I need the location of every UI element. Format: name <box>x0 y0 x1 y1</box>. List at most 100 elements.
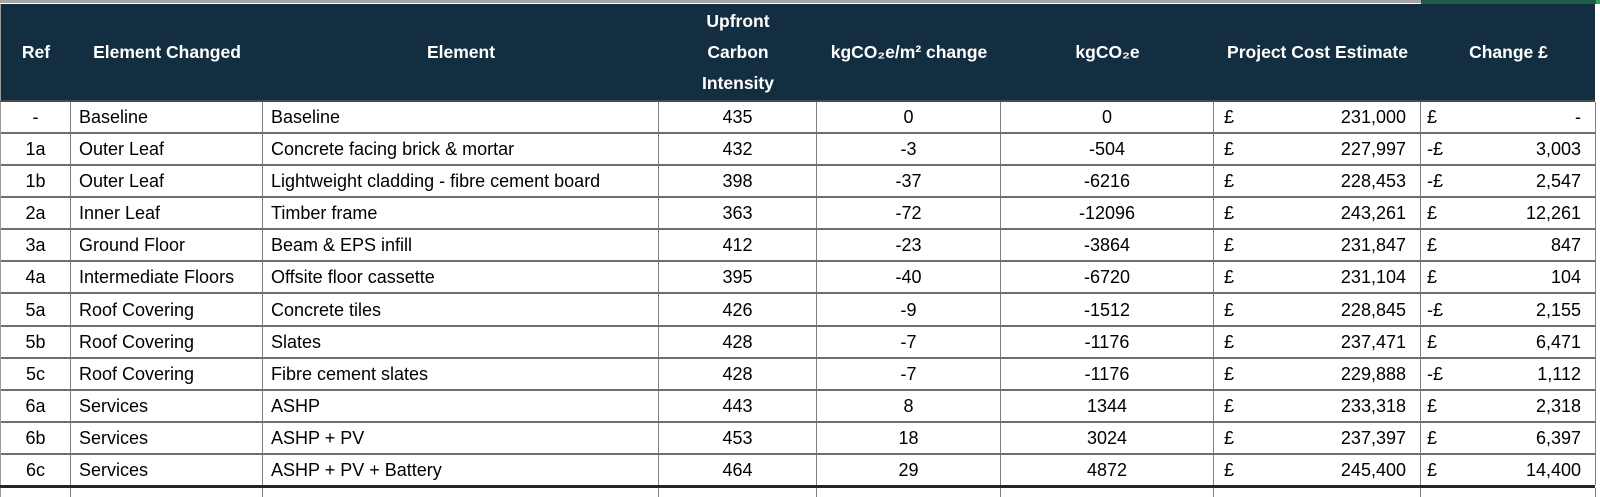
cell-project-cost-estimate[interactable]: £ 231,000 <box>1214 102 1421 133</box>
cell-project-cost-estimate[interactable]: £ 245,400 <box>1214 454 1421 485</box>
cell-change-gbp[interactable]: £ 2,318 <box>1421 390 1596 421</box>
cell-ref[interactable]: 6b <box>1 422 71 453</box>
cell-ref[interactable]: 4a <box>1 262 71 293</box>
cell-upfront-carbon-intensity[interactable]: 453 <box>659 422 817 453</box>
cell-kgco2e-per-m2-change[interactable]: -9 <box>817 294 1001 325</box>
cell-ref[interactable]: 5a <box>1 294 71 325</box>
cell-project-cost-estimate[interactable]: £ 243,261 <box>1214 198 1421 229</box>
cell-element-changed[interactable]: Services <box>71 390 263 421</box>
cell-kgco2e[interactable]: -6216 <box>1001 166 1214 197</box>
cell-ref[interactable]: 1a <box>1 134 71 165</box>
cell-element[interactable]: Offsite floor cassette <box>263 262 659 293</box>
cell-kgco2e-per-m2-change[interactable]: -37 <box>817 166 1001 197</box>
cell-upfront-carbon-intensity[interactable]: 395 <box>659 262 817 293</box>
empty-cell[interactable] <box>1214 488 1421 497</box>
header-cell-kgco2e-per-m2-change[interactable]: kgCO₂e/m² change <box>830 42 988 62</box>
cell-upfront-carbon-intensity[interactable]: 443 <box>659 390 817 421</box>
cell-upfront-carbon-intensity[interactable]: 412 <box>659 230 817 261</box>
cell-element[interactable]: Slates <box>263 326 659 357</box>
cell-change-gbp[interactable]: -£ 3,003 <box>1421 134 1596 165</box>
cell-kgco2e[interactable]: -1176 <box>1001 326 1214 357</box>
cell-element-changed[interactable]: Roof Covering <box>71 326 263 357</box>
cell-ref[interactable]: 3a <box>1 230 71 261</box>
cell-kgco2e-per-m2-change[interactable]: 0 <box>817 102 1001 133</box>
cell-element[interactable]: Concrete tiles <box>263 294 659 325</box>
header-cell-change-gbp[interactable]: Change £ <box>1469 42 1548 62</box>
cell-element[interactable]: Timber frame <box>263 198 659 229</box>
cell-kgco2e[interactable]: -6720 <box>1001 262 1214 293</box>
cell-element[interactable]: ASHP + PV + Battery <box>263 454 659 485</box>
cell-ref[interactable]: 5c <box>1 358 71 389</box>
cell-ref[interactable]: 1b <box>1 166 71 197</box>
cell-kgco2e-per-m2-change[interactable]: -3 <box>817 134 1001 165</box>
cell-kgco2e[interactable]: 1344 <box>1001 390 1214 421</box>
cell-element-changed[interactable]: Services <box>71 422 263 453</box>
cell-element[interactable]: Fibre cement slates <box>263 358 659 389</box>
cell-upfront-carbon-intensity[interactable]: 398 <box>659 166 817 197</box>
cell-project-cost-estimate[interactable]: £ 233,318 <box>1214 390 1421 421</box>
cell-element-changed[interactable]: Services <box>71 454 263 485</box>
cell-element[interactable]: ASHP <box>263 390 659 421</box>
cell-kgco2e-per-m2-change[interactable]: -40 <box>817 262 1001 293</box>
header-cell-project-cost-estimate[interactable]: Project Cost Estimate <box>1227 42 1408 62</box>
cell-element[interactable]: Lightweight cladding - fibre cement boar… <box>263 166 659 197</box>
cell-element-changed[interactable]: Inner Leaf <box>71 198 263 229</box>
cell-upfront-carbon-intensity[interactable]: 426 <box>659 294 817 325</box>
cell-ref[interactable]: 2a <box>1 198 71 229</box>
cell-upfront-carbon-intensity[interactable]: 432 <box>659 134 817 165</box>
cell-element-changed[interactable]: Intermediate Floors <box>71 262 263 293</box>
cell-upfront-carbon-intensity[interactable]: 435 <box>659 102 817 133</box>
cell-element-changed[interactable]: Outer Leaf <box>71 134 263 165</box>
cell-project-cost-estimate[interactable]: £ 231,104 <box>1214 262 1421 293</box>
cell-kgco2e[interactable]: -1512 <box>1001 294 1214 325</box>
cell-kgco2e[interactable]: -504 <box>1001 134 1214 165</box>
cell-change-gbp[interactable]: £ 104 <box>1421 262 1596 293</box>
cell-element[interactable]: Baseline <box>263 102 659 133</box>
cell-kgco2e[interactable]: -1176 <box>1001 358 1214 389</box>
cell-kgco2e[interactable]: 3024 <box>1001 422 1214 453</box>
cell-upfront-carbon-intensity[interactable]: 363 <box>659 198 817 229</box>
empty-cell[interactable] <box>71 488 263 497</box>
cell-kgco2e[interactable]: 4872 <box>1001 454 1214 485</box>
cell-ref[interactable]: 6c <box>1 454 71 485</box>
cell-kgco2e-per-m2-change[interactable]: -7 <box>817 326 1001 357</box>
header-cell-kgco2e[interactable]: kgCO₂e <box>1075 42 1140 62</box>
cell-ref[interactable]: - <box>1 102 71 133</box>
empty-cell[interactable] <box>263 488 659 497</box>
cell-element-changed[interactable]: Roof Covering <box>71 294 263 325</box>
cell-change-gbp[interactable]: £ 14,400 <box>1421 454 1596 485</box>
header-cell-upfront-carbon-intensity[interactable]: Upfront Carbon Intensity <box>659 4 817 100</box>
cell-upfront-carbon-intensity[interactable]: 464 <box>659 454 817 485</box>
cell-kgco2e[interactable]: -12096 <box>1001 198 1214 229</box>
cell-change-gbp[interactable]: £ 12,261 <box>1421 198 1596 229</box>
cell-kgco2e-per-m2-change[interactable]: 29 <box>817 454 1001 485</box>
cell-upfront-carbon-intensity[interactable]: 428 <box>659 326 817 357</box>
cell-element-changed[interactable]: Baseline <box>71 102 263 133</box>
cell-element-changed[interactable]: Outer Leaf <box>71 166 263 197</box>
cell-element-changed[interactable]: Roof Covering <box>71 358 263 389</box>
cell-upfront-carbon-intensity[interactable]: 428 <box>659 358 817 389</box>
cell-change-gbp[interactable]: £ 6,397 <box>1421 422 1596 453</box>
cell-project-cost-estimate[interactable]: £ 228,453 <box>1214 166 1421 197</box>
cell-project-cost-estimate[interactable]: £ 237,471 <box>1214 326 1421 357</box>
cell-element[interactable]: Concrete facing brick & mortar <box>263 134 659 165</box>
cell-element[interactable]: Beam & EPS infill <box>263 230 659 261</box>
empty-cell[interactable] <box>1421 488 1596 497</box>
cell-project-cost-estimate[interactable]: £ 237,397 <box>1214 422 1421 453</box>
cell-change-gbp[interactable]: £ - <box>1421 102 1596 133</box>
cell-project-cost-estimate[interactable]: £ 231,847 <box>1214 230 1421 261</box>
cell-project-cost-estimate[interactable]: £ 227,997 <box>1214 134 1421 165</box>
cell-kgco2e-per-m2-change[interactable]: -23 <box>817 230 1001 261</box>
header-cell-ref[interactable]: Ref <box>21 42 51 62</box>
cell-element-changed[interactable]: Ground Floor <box>71 230 263 261</box>
header-cell-element[interactable]: Element <box>426 42 496 62</box>
cell-change-gbp[interactable]: £ 6,471 <box>1421 326 1596 357</box>
header-cell-element-changed[interactable]: Element Changed <box>93 42 241 62</box>
cell-kgco2e-per-m2-change[interactable]: 18 <box>817 422 1001 453</box>
cell-ref[interactable]: 6a <box>1 390 71 421</box>
empty-cell[interactable] <box>1 488 71 497</box>
cell-kgco2e-per-m2-change[interactable]: 8 <box>817 390 1001 421</box>
empty-cell[interactable] <box>817 488 1001 497</box>
cell-element[interactable]: ASHP + PV <box>263 422 659 453</box>
cell-ref[interactable]: 5b <box>1 326 71 357</box>
